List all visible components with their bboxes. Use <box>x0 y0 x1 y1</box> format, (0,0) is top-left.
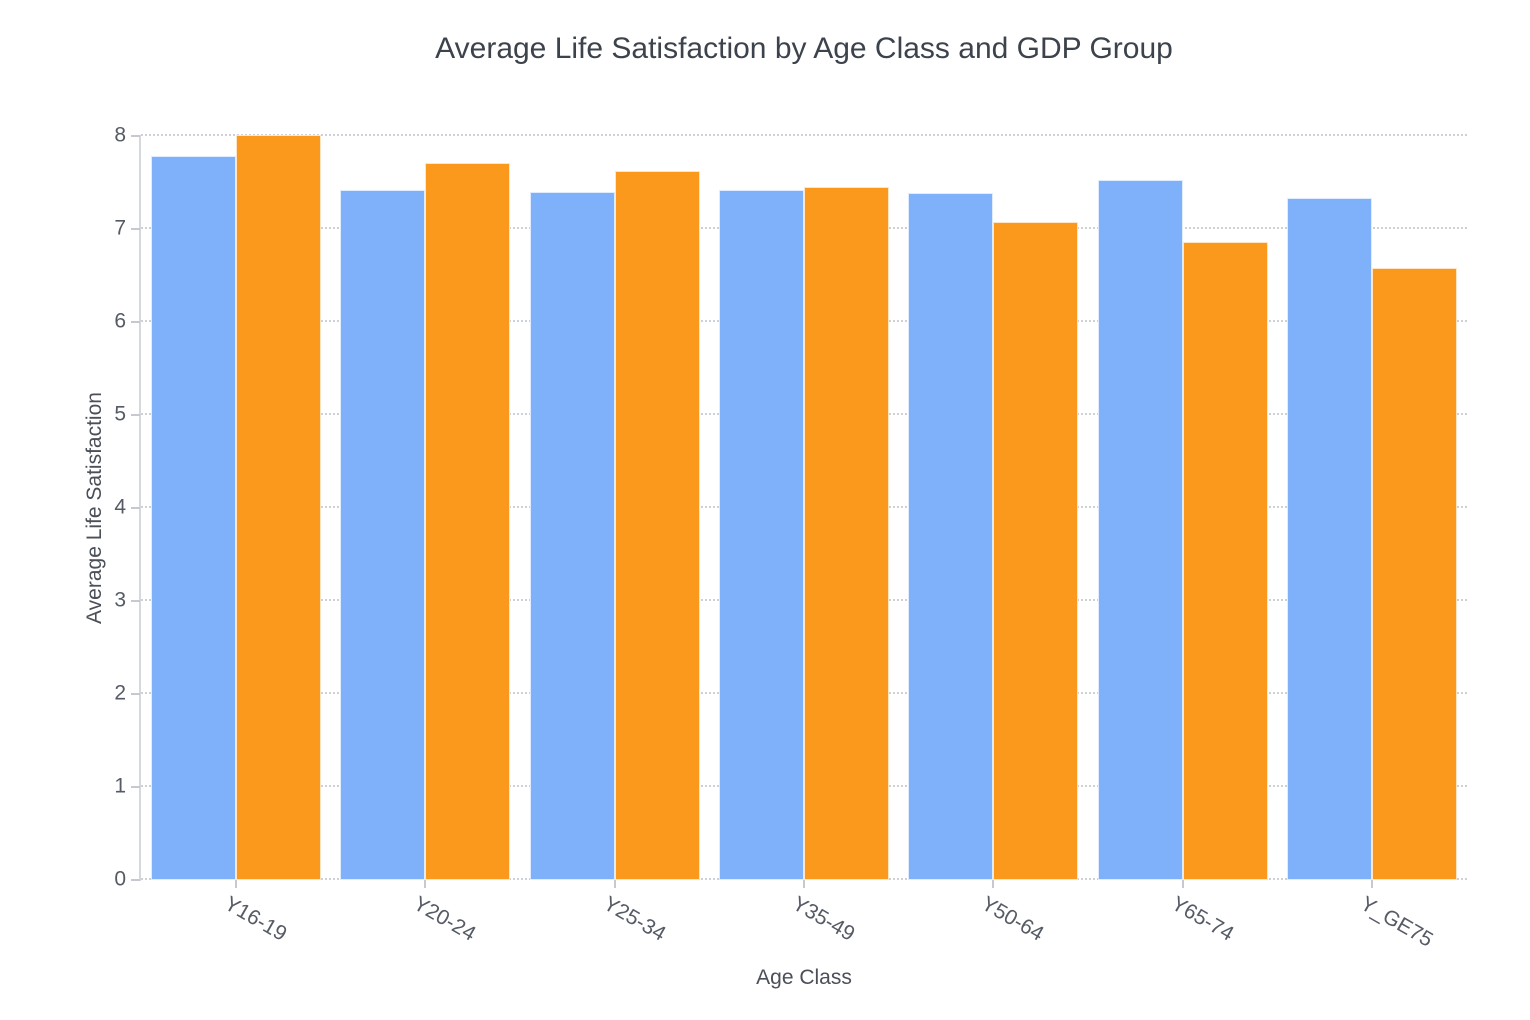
chart-title: Average Life Satisfaction by Age Class a… <box>435 32 1173 65</box>
y-tick-mark <box>131 228 140 230</box>
bar-gdp-group-blue-Y25-34 <box>529 191 615 880</box>
x-tick-label-Y50-64: Y50-64 <box>977 892 1049 946</box>
y-tick-mark <box>131 786 140 788</box>
bar-group-Y_GE75 <box>1278 136 1467 880</box>
y-tick-label: 2 <box>114 681 126 705</box>
x-tick-label-Y_GE75: Y_GE75 <box>1356 892 1438 952</box>
bar-groups <box>141 135 1467 880</box>
bar-group-Y20-24 <box>330 136 519 880</box>
bar-gdp-group-orange-Y20-24 <box>425 162 511 880</box>
x-tick-mark <box>613 880 616 888</box>
y-tick-label: 1 <box>114 774 126 798</box>
gridline-y8 <box>141 134 1467 136</box>
x-tick-label-Y20-24: Y20-24 <box>409 892 480 946</box>
y-tick-mark <box>131 879 140 881</box>
x-tick-label-Y65-74: Y65-74 <box>1167 892 1238 946</box>
bar-group-Y25-34 <box>520 136 709 880</box>
bar-gdp-group-blue-Y50-64 <box>908 192 994 880</box>
bar-gdp-group-orange-Y35-49 <box>803 187 889 880</box>
x-tick-mark <box>424 880 427 888</box>
plot-area <box>141 134 1467 880</box>
bar-group-Y50-64 <box>899 136 1088 880</box>
bar-group-Y65-74 <box>1088 136 1277 880</box>
bar-gdp-group-blue-Y_GE75 <box>1287 198 1373 880</box>
y-tick-mark <box>131 414 140 416</box>
x-tick-mark <box>1371 880 1374 888</box>
x-tick-label-Y25-34: Y25-34 <box>599 892 670 946</box>
y-tick-mark <box>131 321 140 323</box>
y-tick-mark <box>131 600 140 602</box>
bar-gdp-group-blue-Y20-24 <box>340 189 426 880</box>
y-tick-label: 0 <box>114 867 126 891</box>
bar-group-Y35-49 <box>709 136 898 880</box>
bar-gdp-group-blue-Y65-74 <box>1097 179 1183 880</box>
y-tick-label: 5 <box>114 402 126 426</box>
x-axis-title: Age Class <box>756 966 852 989</box>
bar-gdp-group-orange-Y16-19 <box>235 135 321 880</box>
y-tick-mark <box>131 693 140 695</box>
bar-gdp-group-orange-Y25-34 <box>614 171 700 880</box>
x-tick-mark <box>992 880 995 888</box>
bar-gdp-group-orange-Y65-74 <box>1182 242 1268 880</box>
x-tick-mark <box>803 880 805 888</box>
y-tick-label: 8 <box>114 123 126 147</box>
bar-gdp-group-orange-Y_GE75 <box>1372 268 1458 880</box>
y-tick-mark <box>131 507 140 509</box>
x-tick-mark <box>1181 880 1184 888</box>
x-tick-label-Y16-19: Y16-19 <box>220 892 291 946</box>
bar-gdp-group-blue-Y16-19 <box>150 155 236 880</box>
y-tick-label: 4 <box>114 495 126 519</box>
y-axis-line <box>139 135 141 881</box>
y-tick-label: 3 <box>114 588 126 612</box>
bar-group-Y16-19 <box>141 135 330 880</box>
x-tick-mark <box>234 880 237 888</box>
bar-gdp-group-orange-Y50-64 <box>993 221 1079 880</box>
y-tick-mark <box>131 135 140 137</box>
y-tick-label: 7 <box>114 216 126 240</box>
bar-gdp-group-blue-Y35-49 <box>718 189 804 880</box>
x-tick-label-Y35-49: Y35-49 <box>788 892 859 946</box>
y-tick-label: 6 <box>114 309 126 333</box>
